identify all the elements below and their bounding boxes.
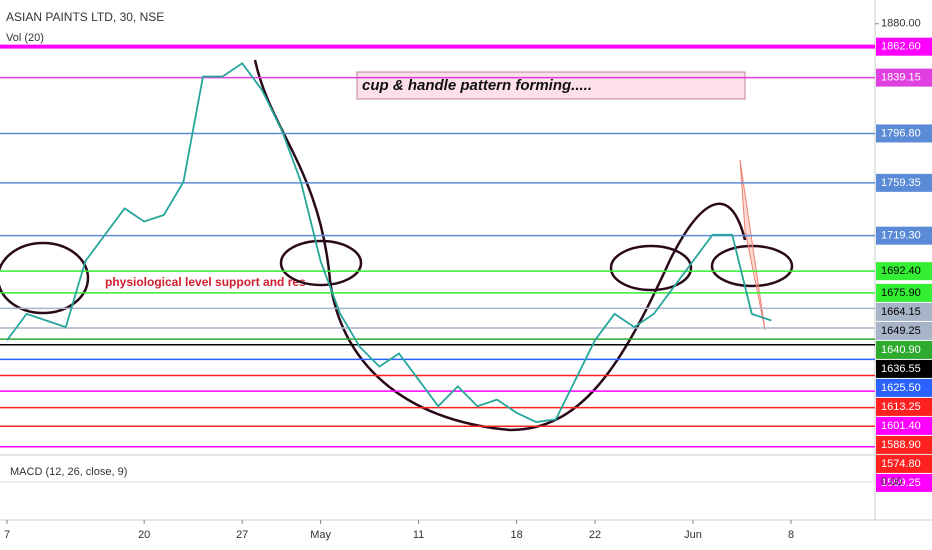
level-label: 1839.15	[881, 72, 921, 84]
level-label-bg	[876, 321, 932, 340]
price-line	[6, 62, 772, 423]
level-label-bg	[876, 173, 932, 192]
level-label: 1759.35	[881, 177, 921, 189]
handle-drawing	[739, 159, 766, 331]
level-label: 1636.55	[881, 363, 921, 375]
level-label-bg	[876, 68, 932, 87]
level-label: 1664.15	[881, 306, 921, 318]
level-label-bg	[876, 454, 932, 473]
level-label-bg	[876, 359, 932, 378]
level-label: 1601.40	[881, 420, 921, 432]
level-label: 1559.25	[881, 477, 921, 489]
y-tick-label: 1880.00	[881, 18, 921, 30]
x-tick-label: 7	[4, 529, 10, 541]
macd-label: MACD (12, 26, close, 9)	[10, 466, 127, 478]
level-label: 1862.60	[881, 41, 921, 53]
x-tick-label: 18	[510, 529, 522, 541]
level-label-bg	[876, 226, 932, 245]
level-label-bg	[876, 435, 932, 454]
level-label: 1574.80	[881, 458, 921, 470]
level-label-bg	[876, 397, 932, 416]
annotation-box	[356, 71, 746, 100]
level-label-bg	[876, 283, 932, 302]
annotation: cup & handle pattern forming.....	[362, 77, 592, 94]
level-label: 1719.30	[881, 230, 921, 242]
level-label-bg	[876, 37, 932, 56]
level-label: 1675.90	[881, 287, 921, 299]
subtitle: Vol (20)	[6, 32, 44, 44]
x-tick-label: 8	[788, 529, 794, 541]
x-tick-label: 11	[413, 529, 424, 541]
chart-title: ASIAN PAINTS LTD, 30, NSE	[6, 10, 164, 24]
level-label-bg	[876, 262, 932, 281]
level-label: 1640.90	[881, 344, 921, 356]
level-label: 1588.90	[881, 439, 921, 451]
level-label: 1796.80	[881, 127, 921, 139]
level-label-bg	[876, 302, 932, 321]
level-label: 1625.50	[881, 382, 921, 394]
level-label-bg	[876, 473, 932, 492]
x-tick-label: 22	[589, 529, 601, 541]
macd-tick-label: 0.00	[881, 476, 902, 488]
x-tick-label: 20	[138, 529, 150, 541]
level-label: 1692.40	[881, 265, 921, 277]
level-label-bg	[876, 416, 932, 435]
x-tick-label: Jun	[684, 529, 702, 541]
level-label-bg	[876, 124, 932, 143]
x-tick-label: May	[310, 529, 331, 541]
annotation: physiological level support and res	[105, 275, 306, 289]
level-label: 1649.25	[881, 325, 921, 337]
x-tick-label: 27	[236, 529, 248, 541]
level-label-bg	[876, 378, 932, 397]
drawings	[0, 59, 794, 432]
level-label: 1613.25	[881, 401, 921, 413]
level-label-bg	[876, 340, 932, 359]
